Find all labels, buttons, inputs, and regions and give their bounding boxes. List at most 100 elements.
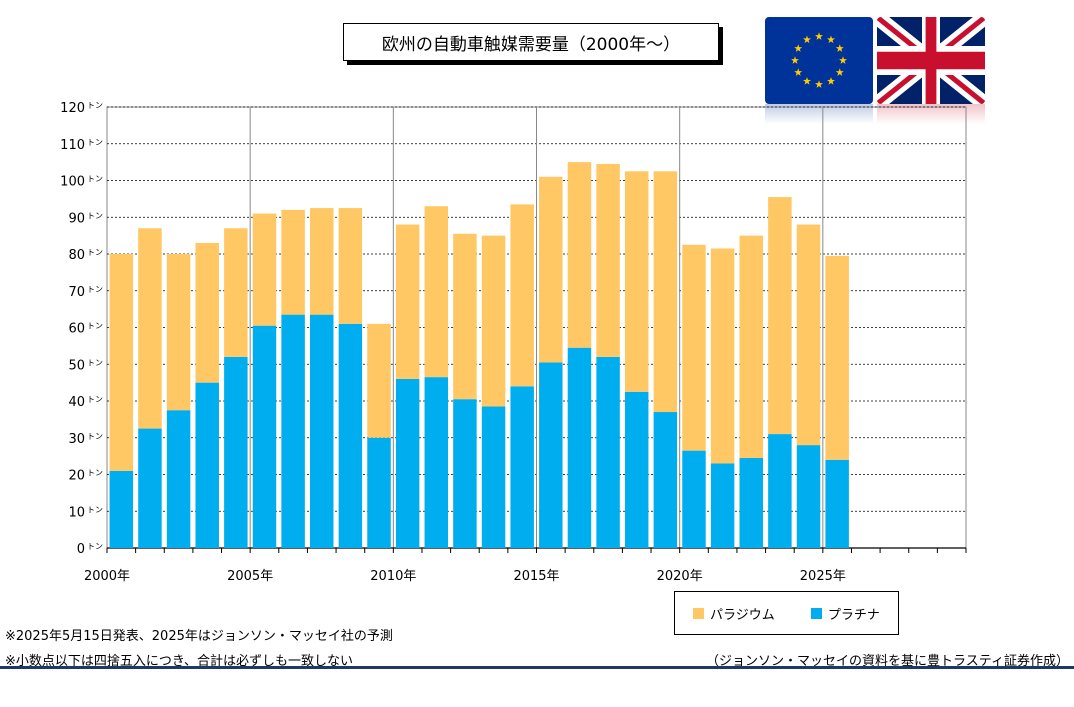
platinum-bar: [310, 314, 334, 548]
y-tick-label: 60: [68, 322, 85, 337]
eu-star-icon: [803, 35, 811, 44]
palladium-bar: [596, 163, 620, 357]
platinum-bar: [510, 386, 534, 548]
eu-flag-reflection: [765, 104, 873, 124]
palladium-bar: [796, 224, 821, 446]
y-tick-unit: トン: [87, 542, 103, 551]
chart-title: 欧州の自動車触媒需要量（2000年～）: [343, 23, 719, 61]
eu-star-icon: [815, 32, 823, 40]
y-tick-unit: トン: [87, 432, 103, 441]
palladium-bar: [281, 209, 305, 315]
platinum-bar: [768, 434, 792, 548]
x-tick-label: 2000年: [84, 569, 130, 584]
y-tick-unit: トン: [87, 248, 103, 257]
platinum-bar: [710, 463, 735, 548]
platinum-bar: [653, 412, 678, 548]
legend-item-platinum: プラチナ: [810, 604, 880, 623]
palladium-bar: [138, 228, 162, 429]
palladium-bar: [682, 244, 706, 451]
uk-flag-reflection: [877, 104, 985, 124]
platinum-bar: [166, 410, 191, 548]
eu-star-icon: [827, 77, 835, 85]
x-tick-label: 2020年: [657, 569, 703, 584]
y-tick-unit: トン: [87, 469, 103, 478]
y-tick-unit: トン: [87, 101, 103, 110]
y-tick-label: 30: [68, 432, 85, 447]
palladium-bar: [539, 176, 563, 363]
y-tick-unit: トン: [87, 358, 103, 367]
y-tick-unit: トン: [87, 211, 103, 220]
forecast-note: ※2025年5月15日発表、2025年はジョンソン・マッセイ社の予測: [5, 629, 393, 644]
legend-label-palladium: パラジウム: [710, 607, 775, 623]
y-tick-unit: トン: [87, 285, 103, 294]
platinum-bar: [424, 377, 449, 548]
platinum-bar: [682, 450, 706, 548]
eu-flag-icon: [765, 17, 873, 104]
platinum-bar: [481, 406, 506, 548]
y-tick-unit: トン: [87, 395, 103, 404]
eu-star-icon: [827, 35, 835, 44]
y-tick-unit: トン: [87, 322, 103, 331]
y-tick-label: 40: [68, 395, 85, 410]
platinum-bar: [281, 314, 305, 548]
x-tick-label: 2010年: [370, 569, 416, 584]
palladium-bar: [653, 171, 678, 413]
platinum-bar: [596, 356, 620, 548]
platinum-bar: [567, 347, 592, 548]
platinum-bar: [739, 457, 763, 548]
palladium-bar: [109, 254, 134, 471]
palladium-bar: [768, 197, 792, 435]
palladium-bar: [481, 235, 506, 407]
palladium-bar: [166, 254, 191, 411]
palladium-bar: [224, 228, 248, 357]
y-tick-label: 10: [68, 505, 85, 520]
y-tick-label: 20: [68, 469, 85, 484]
palladium-bar: [453, 233, 477, 400]
platinum-bar: [796, 445, 821, 548]
eu-star-icon: [835, 68, 844, 76]
palladium-bar: [825, 255, 849, 460]
y-tick-unit: トン: [87, 175, 103, 184]
palladium-bar: [624, 171, 649, 392]
x-tick-label: 2025年: [800, 569, 846, 584]
palladium-bar: [710, 248, 735, 464]
uk-flag-icon: [877, 17, 985, 104]
y-tick-label: 90: [68, 211, 85, 226]
x-tick-label: 2015年: [513, 569, 559, 584]
platinum-bar: [453, 399, 477, 548]
palladium-bar: [395, 224, 420, 379]
eu-star-icon: [803, 77, 811, 85]
platinum-bar: [395, 378, 420, 548]
palladium-bar: [567, 162, 592, 348]
platinum-bar: [109, 470, 134, 548]
y-tick-unit: トン: [87, 505, 103, 514]
y-tick-label: 120: [60, 101, 85, 116]
palladium-bar: [424, 206, 449, 378]
platinum-bar: [624, 391, 649, 548]
palladium-bar: [739, 235, 763, 458]
platinum-bar: [138, 428, 162, 548]
y-tick-label: 50: [68, 358, 85, 373]
platinum-bar: [195, 382, 219, 548]
palladium-bar: [252, 213, 277, 326]
palladium-bar: [195, 242, 219, 383]
y-tick-label: 100: [60, 175, 85, 190]
legend-label-platinum: プラチナ: [827, 607, 880, 623]
palladium-swatch: [693, 607, 705, 619]
chart-legend: パラジウム プラチナ: [674, 591, 899, 635]
eu-star-icon: [815, 80, 823, 88]
palladium-bar: [510, 204, 534, 387]
y-tick-label: 0: [77, 542, 85, 557]
palladium-bar: [338, 208, 363, 324]
x-tick-label: 2005年: [227, 569, 273, 584]
platinum-bar: [367, 437, 391, 548]
y-tick-label: 110: [60, 138, 85, 153]
eu-star-icon: [794, 68, 803, 76]
platinum-bar: [252, 325, 277, 548]
platinum-bar: [338, 323, 363, 548]
platinum-swatch: [810, 607, 822, 619]
eu-star-icon: [835, 44, 844, 52]
platinum-bar: [825, 459, 849, 548]
source-note: （ジョンソン・マッセイの資料を基に豊トラスティ証券作成）: [706, 654, 1069, 669]
